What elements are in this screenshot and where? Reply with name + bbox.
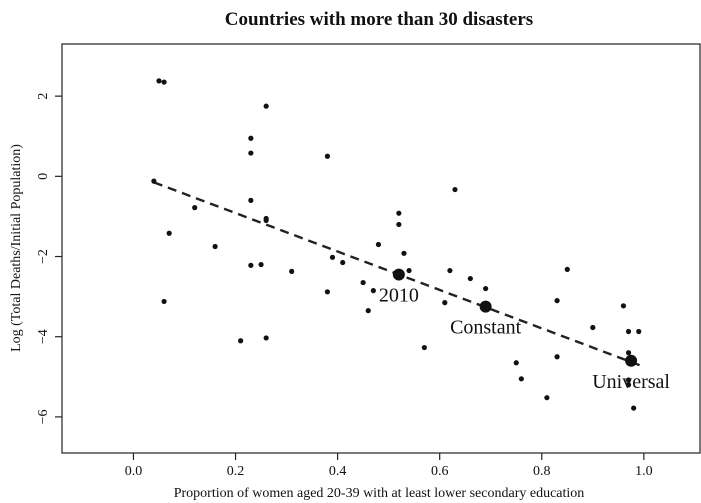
data-point — [375, 241, 382, 248]
y-tick-label: −6 — [36, 409, 51, 424]
y-tick-label: −2 — [36, 249, 51, 264]
highlight-label-constant: Constant — [450, 317, 522, 339]
data-points — [151, 78, 642, 411]
data-point — [324, 289, 331, 295]
data-point — [620, 303, 627, 309]
data-point — [590, 324, 596, 331]
highlighted-points: 2010 Constant Universal — [379, 268, 670, 393]
data-point — [192, 205, 198, 211]
data-point — [564, 266, 570, 272]
data-point — [396, 210, 402, 216]
x-tick-label: 0.2 — [227, 464, 245, 479]
y-axis: 2 0 −2 −4 −6 — [36, 93, 62, 424]
data-point — [513, 360, 519, 366]
data-point — [636, 328, 642, 335]
data-point — [406, 267, 412, 274]
data-point — [263, 217, 269, 224]
data-point — [248, 262, 254, 268]
data-point — [365, 308, 371, 314]
data-point — [544, 395, 550, 401]
data-point — [258, 261, 264, 268]
plot-frame — [61, 43, 701, 454]
highlight-point-constant — [479, 300, 492, 313]
data-point — [248, 135, 254, 141]
data-point — [370, 288, 376, 294]
data-point — [360, 279, 366, 286]
data-point — [329, 254, 336, 260]
data-point — [248, 197, 254, 203]
highlight-label-2010: 2010 — [379, 285, 419, 307]
x-tick-label: 0.4 — [329, 464, 347, 479]
data-point — [263, 335, 269, 341]
data-point — [631, 405, 637, 411]
x-tick-label: 0.8 — [533, 464, 551, 479]
data-point — [263, 103, 269, 109]
data-point — [421, 344, 427, 351]
data-point — [156, 78, 162, 84]
data-point — [212, 243, 218, 250]
data-point — [554, 298, 560, 304]
data-point — [151, 178, 157, 184]
highlight-point-2010 — [392, 268, 405, 281]
x-tick-label: 0.6 — [431, 464, 449, 479]
data-point — [289, 268, 295, 274]
data-point — [396, 221, 402, 228]
data-point — [238, 338, 244, 344]
data-point — [467, 275, 473, 282]
chart-title: Countries with more than 30 disasters — [225, 9, 533, 30]
data-point — [447, 267, 453, 274]
data-point — [248, 150, 254, 156]
data-point — [554, 354, 560, 360]
x-tick-label: 0.0 — [125, 464, 143, 479]
y-tick-label: −4 — [36, 329, 51, 344]
data-point — [324, 153, 331, 159]
data-point — [161, 298, 167, 305]
data-point — [161, 79, 167, 85]
data-point — [483, 285, 489, 292]
data-point — [625, 350, 632, 356]
data-point — [625, 382, 632, 388]
data-point — [625, 377, 632, 383]
highlight-label-universal: Universal — [592, 371, 670, 393]
y-tick-label: 2 — [36, 93, 51, 100]
data-point — [442, 300, 448, 306]
data-point — [452, 186, 458, 193]
y-tick-label: 0 — [36, 173, 51, 180]
y-axis-label: Log (Total Deaths/Initial Population) — [9, 144, 24, 352]
x-axis-label: Proportion of women aged 20-39 with at l… — [174, 486, 585, 501]
highlight-point-universal — [625, 354, 638, 367]
data-point — [625, 328, 632, 335]
data-point — [340, 259, 346, 266]
x-tick-label: 1.0 — [635, 464, 653, 479]
x-axis: 0.0 0.2 0.4 0.6 0.8 1.0 — [125, 453, 653, 479]
data-point — [518, 376, 524, 382]
data-point — [401, 250, 407, 256]
data-point — [166, 230, 172, 236]
